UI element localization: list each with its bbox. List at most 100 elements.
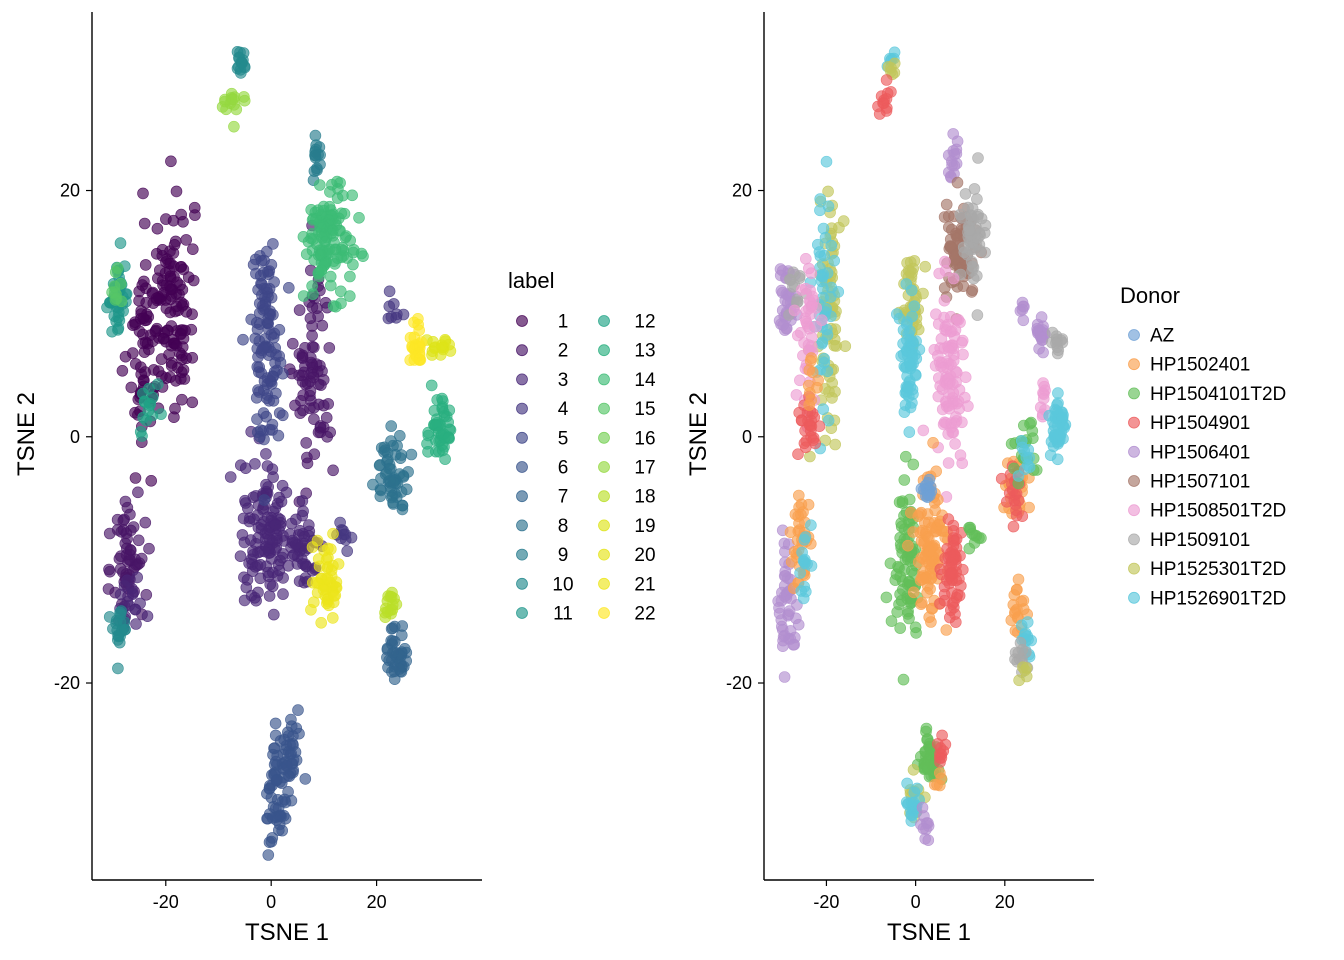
- donor-legend-entries: AZ HP1502401 HP1504101T2D HP1504901 HP150640…: [1128, 326, 1286, 609]
- scatter-point: [1016, 303, 1029, 316]
- scatter-point: [925, 522, 938, 534]
- scatter-point: [139, 516, 152, 529]
- scatter-point: [268, 276, 280, 288]
- scatter-point: [397, 308, 410, 321]
- right-y-axis-label: TSNE 2: [685, 392, 712, 476]
- scatter-point: [346, 189, 359, 202]
- scatter-point: [308, 165, 321, 177]
- scatter-point: [297, 505, 309, 518]
- scatter-point: [413, 353, 426, 366]
- scatter-point: [979, 219, 992, 232]
- scatter-point: [270, 349, 282, 361]
- scatter-point: [118, 513, 130, 526]
- scatter-point: [897, 324, 910, 336]
- legend-entry-label: 22: [634, 604, 655, 625]
- legend-entry-label: 7: [558, 487, 569, 508]
- scatter-point: [150, 292, 163, 305]
- legend-key: [598, 461, 610, 473]
- scatter-point: [381, 447, 394, 459]
- scatter-point: [942, 513, 955, 525]
- scatter-point: [795, 284, 808, 296]
- legend-entry-label: 2: [558, 341, 569, 362]
- scatter-point: [273, 407, 286, 419]
- scatter-point: [263, 394, 276, 407]
- scatter-point: [890, 568, 903, 581]
- scatter-point: [924, 545, 936, 557]
- scatter-point: [826, 392, 838, 404]
- legend-key: [516, 519, 528, 532]
- scatter-point: [170, 185, 183, 198]
- scatter-point: [114, 277, 127, 290]
- scatter-point: [443, 404, 456, 417]
- scatter-point: [302, 519, 315, 531]
- x-tick-label: 20: [995, 892, 1015, 912]
- scatter-point: [187, 274, 200, 287]
- scatter-point: [790, 389, 803, 401]
- scatter-point: [915, 598, 927, 611]
- scatter-point: [175, 296, 188, 309]
- scatter-point: [1051, 453, 1064, 466]
- legend-entry-label: 4: [558, 399, 569, 420]
- scatter-point: [907, 262, 920, 275]
- scatter-point: [277, 588, 289, 600]
- scatter-point: [114, 237, 127, 249]
- scatter-point: [367, 478, 379, 491]
- scatter-point: [837, 215, 850, 227]
- scatter-point: [306, 329, 318, 342]
- legend-key: [516, 315, 528, 327]
- scatter-point: [283, 770, 296, 783]
- scatter-point: [805, 519, 817, 532]
- scatter-point: [119, 495, 132, 508]
- scatter-point: [820, 155, 833, 168]
- scatter-point: [884, 557, 897, 570]
- scatter-point: [966, 527, 979, 540]
- scatter-point: [121, 595, 134, 608]
- scatter-point: [380, 602, 392, 615]
- scatter-point: [779, 294, 792, 307]
- scatter-point: [322, 599, 335, 612]
- legend-entry-label: 14: [634, 370, 656, 391]
- scatter-point: [778, 671, 791, 683]
- scatter-point: [962, 400, 974, 412]
- scatter-point: [257, 342, 270, 355]
- legend-key: [598, 344, 610, 357]
- scatter-point: [947, 540, 960, 552]
- scatter-point: [948, 148, 961, 160]
- scatter-point: [947, 272, 960, 285]
- scatter-point: [267, 308, 279, 321]
- scatter-point: [163, 348, 175, 361]
- y-tick-label: 0: [70, 427, 80, 447]
- scatter-point: [971, 309, 984, 321]
- legend-entry-label: 19: [634, 516, 655, 537]
- scatter-point: [170, 339, 183, 352]
- scatter-point: [1021, 616, 1034, 628]
- scatter-point: [817, 268, 830, 281]
- scatter-point: [186, 308, 198, 321]
- scatter-point: [261, 812, 273, 825]
- legend-key: [1128, 475, 1140, 487]
- scatter-point: [238, 91, 250, 103]
- scatter-point: [268, 742, 280, 755]
- scatter-point: [1017, 314, 1030, 327]
- scatter-point: [263, 423, 276, 436]
- scatter-point: [266, 370, 279, 383]
- scatter-point: [299, 773, 312, 785]
- scatter-point: [1052, 387, 1064, 399]
- scatter-point: [799, 585, 812, 598]
- scatter-point: [158, 332, 170, 345]
- scatter-point: [323, 342, 336, 354]
- scatter-point: [971, 232, 984, 244]
- scatter-point: [132, 486, 144, 499]
- scatter-point: [269, 519, 282, 531]
- scatter-point: [825, 239, 838, 252]
- scatter-point: [400, 483, 413, 496]
- legend-entry-label: 8: [558, 516, 569, 537]
- scatter-point: [891, 606, 904, 618]
- scatter-point: [267, 471, 279, 483]
- scatter-point: [129, 472, 142, 484]
- scatter-point: [293, 304, 306, 316]
- scatter-point: [933, 767, 946, 779]
- scatter-point: [326, 612, 339, 624]
- scatter-point: [968, 183, 981, 195]
- scatter-point: [814, 204, 826, 217]
